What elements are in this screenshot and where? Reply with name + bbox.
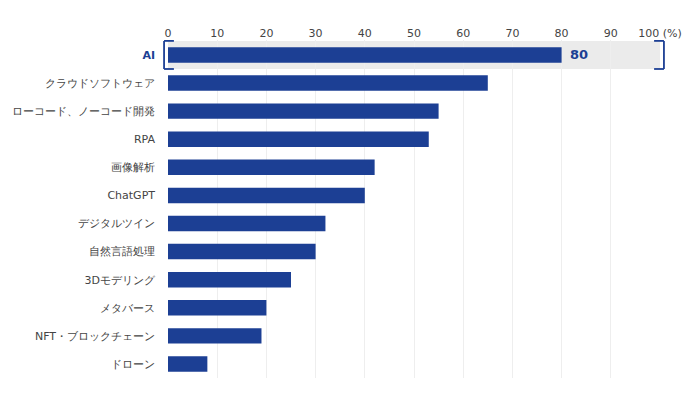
svg-text:自然言語処理: 自然言語処理 bbox=[89, 245, 155, 258]
svg-text:AI: AI bbox=[142, 49, 155, 62]
svg-text:0: 0 bbox=[165, 27, 172, 40]
svg-text:40: 40 bbox=[358, 27, 372, 40]
svg-text:20: 20 bbox=[259, 27, 273, 40]
svg-text:60: 60 bbox=[456, 27, 470, 40]
svg-text:3Dモデリング: 3Dモデリング bbox=[85, 274, 156, 287]
svg-text:RPA: RPA bbox=[134, 133, 156, 146]
svg-text:80: 80 bbox=[570, 47, 588, 62]
svg-text:50: 50 bbox=[407, 27, 421, 40]
svg-text:メタバース: メタバース bbox=[100, 302, 155, 315]
svg-text:デジタルツイン: デジタルツイン bbox=[78, 217, 155, 230]
svg-text:ローコード、ノーコード開発: ローコード、ノーコード開発 bbox=[12, 105, 155, 118]
svg-text:ドローン: ドローン bbox=[111, 358, 155, 371]
svg-text:100 (%): 100 (%) bbox=[638, 27, 682, 40]
svg-text:ChatGPT: ChatGPT bbox=[107, 189, 155, 202]
svg-text:10: 10 bbox=[210, 27, 224, 40]
svg-text:クラウドソフトウェア: クラウドソフトウェア bbox=[45, 77, 155, 90]
svg-text:90: 90 bbox=[604, 27, 618, 40]
svg-text:NFT・ブロックチェーン: NFT・ブロックチェーン bbox=[35, 330, 155, 343]
svg-text:画像解析: 画像解析 bbox=[111, 161, 155, 174]
svg-text:80: 80 bbox=[555, 27, 569, 40]
svg-text:70: 70 bbox=[505, 27, 519, 40]
svg-text:30: 30 bbox=[309, 27, 323, 40]
